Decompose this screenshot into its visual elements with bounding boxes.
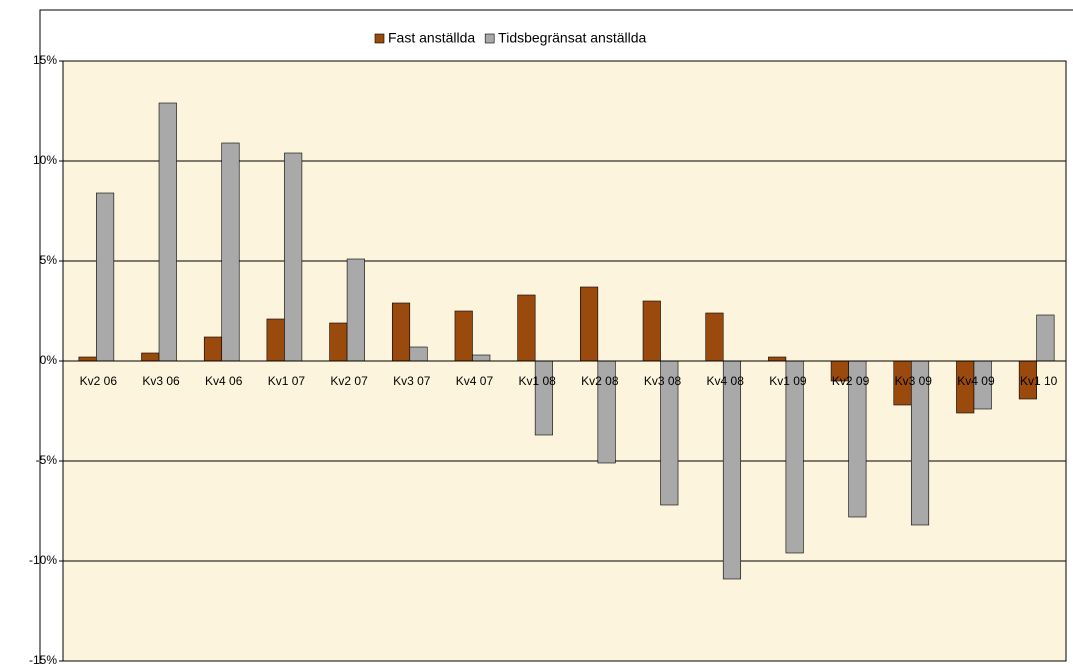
bar	[1036, 314, 1055, 362]
bar	[785, 360, 804, 554]
x-tick-label: Kv1 08	[518, 374, 556, 388]
x-tick-label: Kv3 06	[142, 374, 180, 388]
x-tick-label: Kv1 09	[769, 374, 807, 388]
x-tick-label: Kv3 08	[644, 374, 682, 388]
bar	[705, 312, 724, 362]
legend-label: Fast anställda	[388, 30, 475, 46]
x-tick-label: Kv4 09	[957, 374, 995, 388]
x-tick-label: Kv3 09	[895, 374, 933, 388]
bar	[158, 102, 177, 362]
y-tick-label: 10%	[33, 153, 57, 167]
x-tick-label: Kv3 07	[393, 374, 431, 388]
x-tick-label: Kv2 07	[330, 374, 368, 388]
legend-swatch	[484, 33, 495, 44]
y-tick-label: 15%	[33, 53, 57, 67]
bar	[391, 302, 411, 362]
bar	[454, 310, 473, 362]
bar	[266, 318, 285, 362]
x-tick-label: Kv2 06	[80, 374, 118, 388]
x-tick-label: Kv1 10	[1020, 374, 1058, 388]
x-tick-label: Kv2 09	[832, 374, 870, 388]
x-tick-label: Kv4 08	[707, 374, 745, 388]
bar	[642, 300, 661, 362]
bar	[534, 360, 553, 436]
x-tick-label: Kv4 07	[456, 374, 494, 388]
x-tick-label: Kv1 07	[268, 374, 306, 388]
bar	[141, 352, 160, 362]
bar	[96, 192, 115, 362]
bar	[517, 294, 536, 362]
y-tick-label: 5%	[40, 253, 58, 267]
bar	[221, 142, 240, 362]
bar	[409, 346, 428, 362]
bar	[329, 322, 348, 362]
bar	[78, 356, 97, 362]
bar	[284, 152, 303, 362]
y-tick-label: 0%	[40, 353, 58, 367]
y-tick-label: -10%	[29, 553, 57, 567]
bar	[768, 356, 787, 362]
y-tick-label: -15%	[29, 653, 57, 664]
bar	[346, 258, 365, 362]
bar	[580, 286, 599, 362]
bar	[472, 354, 491, 362]
legend-label: Tidsbegränsat anställda	[498, 30, 646, 46]
bar	[722, 360, 742, 580]
y-tick-label: -5%	[36, 453, 58, 467]
x-tick-label: Kv2 08	[581, 374, 619, 388]
bar	[203, 336, 223, 362]
x-tick-label: Kv4 06	[205, 374, 243, 388]
legend-swatch	[374, 33, 385, 44]
